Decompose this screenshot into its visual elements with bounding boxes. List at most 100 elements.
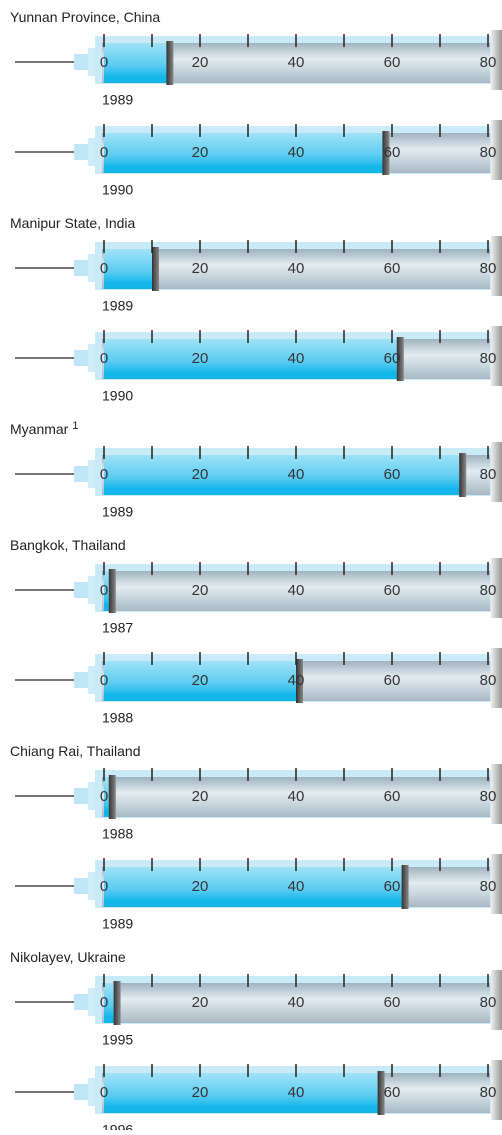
barrel-inner xyxy=(102,571,490,611)
tick-label: 60 xyxy=(384,350,401,367)
tick-label: 20 xyxy=(192,788,209,805)
tick-label: 20 xyxy=(192,350,209,367)
row-label: 1990 xyxy=(102,388,133,404)
tick-label: 20 xyxy=(192,54,209,71)
fluid-band xyxy=(104,1106,378,1113)
plunger xyxy=(401,865,409,909)
fluid-band xyxy=(104,810,109,817)
group-name: Nikolayev, Ukraine xyxy=(10,949,126,965)
plunger xyxy=(152,247,159,291)
row-label: 1989 xyxy=(102,298,133,314)
tick-label: 40 xyxy=(288,260,305,277)
group-title: Myanmar 1 xyxy=(10,420,78,437)
row-label: 1988 xyxy=(102,710,133,726)
group-title: Chiang Rai, Thailand xyxy=(10,743,141,759)
row-label: 1996 xyxy=(102,1122,133,1130)
row-label: 1989 xyxy=(102,916,133,932)
plunger xyxy=(296,659,303,703)
tick-label: 60 xyxy=(384,788,401,805)
tick-label: 60 xyxy=(384,672,401,689)
group-name: Yunnan Province, China xyxy=(10,9,160,25)
tick-label: 20 xyxy=(192,672,209,689)
group-name: Manipur State, India xyxy=(10,215,136,231)
tick-label: 60 xyxy=(384,466,401,483)
tick-label: 20 xyxy=(192,582,209,599)
barrel-rim xyxy=(88,576,98,604)
row-label: 1995 xyxy=(102,1032,133,1048)
group-title: Nikolayev, Ukraine xyxy=(10,949,126,965)
plunger xyxy=(108,569,116,613)
tick-label: 0 xyxy=(100,54,108,71)
barrel-rim xyxy=(88,460,98,488)
tick-label: 80 xyxy=(480,260,497,277)
row-label: 1990 xyxy=(102,182,133,198)
fluid-band xyxy=(104,76,167,83)
tick-label: 80 xyxy=(480,466,497,483)
tick-label: 0 xyxy=(100,878,108,895)
tick-label: 40 xyxy=(288,672,305,689)
plunger-plate xyxy=(491,442,502,502)
tick-label: 80 xyxy=(480,994,497,1011)
fluid-band xyxy=(104,604,109,611)
tick-label: 60 xyxy=(384,54,401,71)
tick-label: 60 xyxy=(384,260,401,277)
fluid xyxy=(104,777,109,817)
tick-label: 80 xyxy=(480,582,497,599)
tick-label: 20 xyxy=(192,878,209,895)
barrel-rim xyxy=(88,1078,98,1106)
barrel-rim xyxy=(88,138,98,166)
tick-label: 0 xyxy=(100,672,108,689)
tick-label: 0 xyxy=(100,260,108,277)
tick-label: 40 xyxy=(288,350,305,367)
plunger xyxy=(459,453,467,497)
tick-label: 80 xyxy=(480,672,497,689)
fluid xyxy=(104,571,109,611)
row-label: 1988 xyxy=(102,826,133,842)
group-title: Bangkok, Thailand xyxy=(10,537,126,553)
barrel-rim xyxy=(88,344,98,372)
group-title: Manipur State, India xyxy=(10,215,136,231)
tick-label: 40 xyxy=(288,878,305,895)
plunger xyxy=(108,775,116,819)
tick-label: 60 xyxy=(384,994,401,1011)
group-name: Bangkok, Thailand xyxy=(10,537,126,553)
tick-label: 40 xyxy=(288,144,305,161)
row-label: 1989 xyxy=(102,92,133,108)
tick-label: 20 xyxy=(192,1084,209,1101)
plunger-plate xyxy=(491,648,502,708)
plunger-plate xyxy=(491,120,502,180)
fluid-band xyxy=(104,900,402,907)
plunger-plate xyxy=(491,30,502,90)
tick-label: 20 xyxy=(192,466,209,483)
tick-label: 0 xyxy=(100,1084,108,1101)
barrel-inner xyxy=(102,983,490,1023)
row-label: 1987 xyxy=(102,620,133,636)
fluid-band xyxy=(104,282,152,289)
group-title: Yunnan Province, China xyxy=(10,9,160,25)
plunger xyxy=(377,1071,385,1115)
plunger-plate xyxy=(491,558,502,618)
plunger-plate xyxy=(491,854,502,914)
tick-label: 60 xyxy=(384,1084,401,1101)
tick-label: 0 xyxy=(100,788,108,805)
tick-label: 40 xyxy=(288,994,305,1011)
barrel-inner xyxy=(102,777,490,817)
barrel-rim xyxy=(88,988,98,1016)
row-label: 1989 xyxy=(102,504,133,520)
tick-label: 40 xyxy=(288,1084,305,1101)
barrel-rim xyxy=(88,254,98,282)
fluid-band xyxy=(104,166,383,173)
tick-label: 40 xyxy=(288,788,305,805)
tick-label: 80 xyxy=(480,788,497,805)
plunger xyxy=(382,131,390,175)
plunger-plate xyxy=(491,236,502,296)
tick-label: 80 xyxy=(480,144,497,161)
group-name: Myanmar xyxy=(10,421,69,437)
tick-label: 60 xyxy=(384,878,401,895)
tick-label: 40 xyxy=(288,54,305,71)
plunger xyxy=(396,337,404,381)
fluid-band xyxy=(104,1016,114,1023)
plunger-plate xyxy=(491,1060,502,1120)
fluid-band xyxy=(104,694,296,701)
